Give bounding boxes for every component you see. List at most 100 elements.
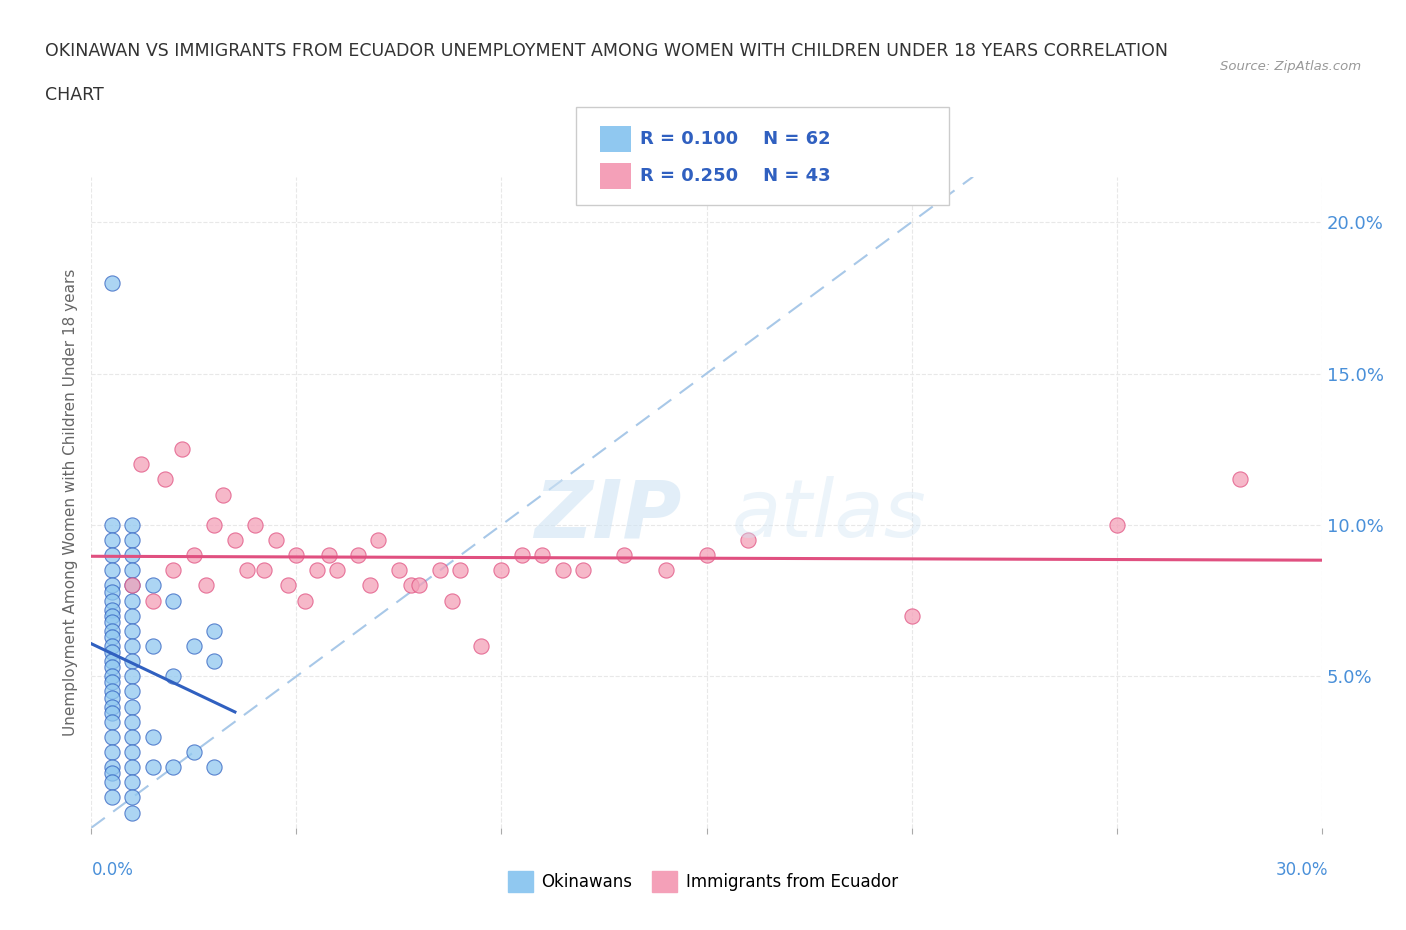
Point	[121, 729, 143, 744]
Point	[121, 684, 143, 698]
Point	[367, 533, 389, 548]
Point	[121, 775, 143, 790]
Point	[294, 593, 316, 608]
Point	[101, 765, 124, 780]
Point	[170, 442, 193, 457]
Point	[121, 699, 143, 714]
Point	[245, 517, 267, 532]
Point	[121, 608, 143, 623]
Point	[121, 593, 143, 608]
Point	[121, 533, 143, 548]
Point	[121, 714, 143, 729]
Point	[101, 578, 124, 593]
Point	[654, 563, 676, 578]
Point	[101, 593, 124, 608]
Point	[121, 563, 143, 578]
Point	[142, 578, 165, 593]
Point	[142, 760, 165, 775]
Point	[101, 548, 124, 563]
Point	[142, 639, 165, 654]
Point	[1229, 472, 1251, 487]
Text: Source: ZipAtlas.com: Source: ZipAtlas.com	[1220, 60, 1361, 73]
Point	[572, 563, 595, 578]
Point	[101, 729, 124, 744]
Point	[183, 548, 205, 563]
Point	[121, 669, 143, 684]
Point	[101, 659, 124, 674]
Point	[202, 517, 225, 532]
Y-axis label: Unemployment Among Women with Children Under 18 years: Unemployment Among Women with Children U…	[63, 269, 79, 736]
Point	[101, 644, 124, 659]
Point	[318, 548, 340, 563]
Point	[101, 775, 124, 790]
Point	[277, 578, 299, 593]
Point	[101, 623, 124, 638]
Point	[183, 639, 205, 654]
Legend: Okinawans, Immigrants from Ecuador: Okinawans, Immigrants from Ecuador	[502, 865, 904, 898]
Point	[470, 639, 492, 654]
Point	[399, 578, 422, 593]
Point	[347, 548, 370, 563]
Point	[101, 699, 124, 714]
Point	[101, 684, 124, 698]
Point	[429, 563, 451, 578]
Point	[162, 563, 184, 578]
Text: OKINAWAN VS IMMIGRANTS FROM ECUADOR UNEMPLOYMENT AMONG WOMEN WITH CHILDREN UNDER: OKINAWAN VS IMMIGRANTS FROM ECUADOR UNEM…	[45, 42, 1168, 60]
Point	[101, 563, 124, 578]
Point	[162, 760, 184, 775]
Point	[491, 563, 513, 578]
Point	[101, 608, 124, 623]
Point	[253, 563, 276, 578]
Point	[613, 548, 636, 563]
Point	[121, 623, 143, 638]
Point	[101, 705, 124, 720]
Point	[388, 563, 411, 578]
Point	[121, 639, 143, 654]
Point	[121, 805, 143, 820]
Point	[224, 533, 246, 548]
Point	[101, 630, 124, 644]
Point	[121, 517, 143, 532]
Point	[101, 745, 124, 760]
Point	[326, 563, 349, 578]
Point	[162, 593, 184, 608]
Point	[408, 578, 430, 593]
Point	[121, 790, 143, 804]
Point	[101, 675, 124, 690]
Point	[737, 533, 759, 548]
Point	[551, 563, 574, 578]
Point	[695, 548, 717, 563]
Point	[359, 578, 381, 593]
Point	[900, 608, 922, 623]
Point	[183, 745, 205, 760]
Point	[101, 615, 124, 630]
Point	[236, 563, 259, 578]
Point	[195, 578, 218, 593]
Point	[121, 548, 143, 563]
Point	[510, 548, 533, 563]
Point	[101, 275, 124, 290]
Point	[441, 593, 464, 608]
Point	[264, 533, 287, 548]
Point	[121, 578, 143, 593]
Text: 30.0%: 30.0%	[1277, 860, 1329, 879]
Point	[202, 654, 225, 669]
Point	[211, 487, 233, 502]
Point	[101, 533, 124, 548]
Point	[153, 472, 177, 487]
Point	[101, 603, 124, 618]
Point	[142, 729, 165, 744]
Text: R = 0.100    N = 62: R = 0.100 N = 62	[640, 129, 831, 148]
Point	[121, 760, 143, 775]
Point	[142, 593, 165, 608]
Point	[101, 669, 124, 684]
Text: 0.0%: 0.0%	[91, 860, 134, 879]
Point	[531, 548, 554, 563]
Point	[101, 790, 124, 804]
Point	[101, 690, 124, 705]
Text: CHART: CHART	[45, 86, 104, 103]
Point	[305, 563, 328, 578]
Point	[1105, 517, 1128, 532]
Point	[449, 563, 471, 578]
Point	[101, 584, 124, 599]
